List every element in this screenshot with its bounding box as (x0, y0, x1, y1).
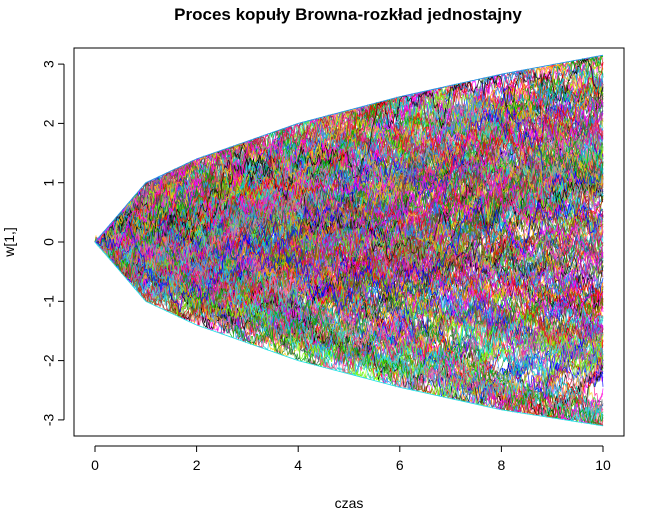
series-path (94, 124, 604, 258)
series-path (94, 224, 604, 423)
series-path (94, 119, 604, 266)
series-path (94, 239, 604, 366)
series-path (94, 225, 604, 426)
series-path (94, 228, 604, 346)
series-path (94, 70, 604, 262)
x-tick-label: 0 (91, 457, 99, 473)
series-path (94, 63, 604, 276)
x-tick-label: 6 (396, 457, 404, 473)
series-path (94, 182, 604, 293)
y-tick-label: 0 (41, 238, 57, 246)
series-path (94, 91, 604, 260)
y-tick-label: -2 (41, 354, 57, 367)
series-path (94, 198, 604, 273)
lower-envelope-path (94, 241, 604, 427)
x-axis: 0 2 4 6 8 10 (91, 445, 611, 473)
x-tick-label: 2 (193, 457, 201, 473)
y-tick-label: 2 (41, 119, 57, 127)
y-tick-label: 1 (41, 179, 57, 187)
series-path (94, 214, 604, 399)
series-path (94, 233, 604, 303)
series-path (94, 162, 604, 356)
series-path (94, 114, 604, 251)
series-path (94, 61, 604, 258)
series-path (94, 214, 604, 332)
series-path (94, 198, 604, 356)
y-tick-label: -1 (41, 295, 57, 308)
x-axis-label: czas (335, 495, 364, 511)
series-path (94, 140, 604, 275)
series-path (94, 197, 604, 316)
x-tick-label: 4 (294, 457, 302, 473)
plot-area-frame (73, 47, 625, 437)
brownian-paths (94, 54, 604, 427)
y-tick-label: 3 (41, 60, 57, 68)
upper-envelope-path (94, 54, 604, 243)
series-path (94, 100, 604, 266)
y-axis-label: w[1,] (1, 227, 17, 258)
x-tick-label: 8 (498, 457, 506, 473)
series-path (94, 98, 604, 270)
series-path (94, 162, 604, 346)
chart-title: Proces kopuły Browna-rozkład jednostajny (174, 5, 522, 24)
series-path (95, 109, 604, 266)
series-path (94, 57, 604, 249)
x-tick-label: 10 (595, 457, 611, 473)
y-axis: -3 -2 -1 0 1 2 3 (41, 60, 65, 426)
series-path (94, 109, 603, 318)
y-tick-label: -3 (41, 413, 57, 426)
